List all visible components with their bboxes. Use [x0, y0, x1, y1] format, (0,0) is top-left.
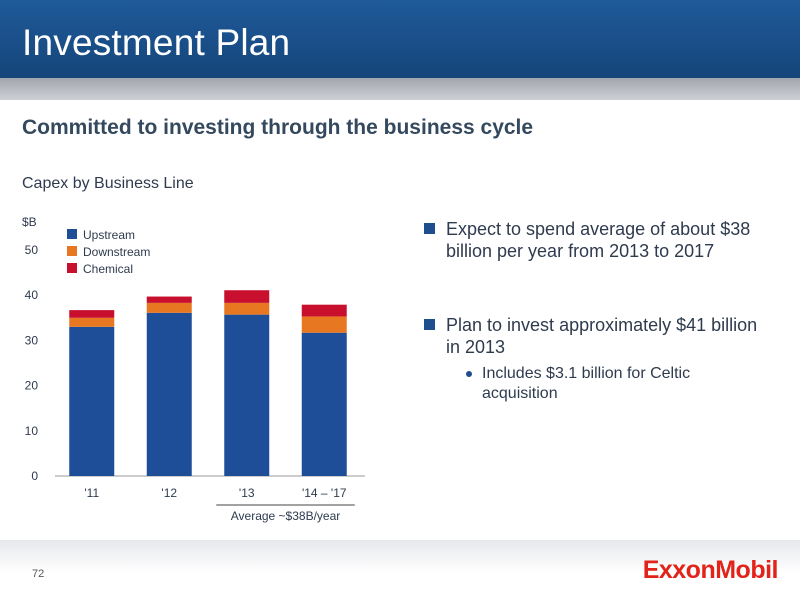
x-tick-label: '11 [84, 486, 99, 500]
legend-label: Upstream [83, 228, 135, 242]
bullet-dot-icon [466, 371, 472, 377]
x-tick-label: '12 [161, 486, 177, 500]
subbullet-text: Includes $3.1 billion for Celtic acquisi… [482, 365, 691, 402]
bullet-square-icon [424, 223, 435, 234]
legend-swatch [67, 263, 77, 273]
bar-segment [69, 317, 115, 327]
bar-segment [146, 296, 192, 303]
y-tick-label: 40 [25, 288, 39, 302]
bar-segment [301, 304, 347, 317]
y-tick-label: 50 [25, 243, 39, 257]
annotation-label: Average ~$38B/year [231, 509, 341, 523]
chart-title: Capex by Business Line [22, 175, 194, 192]
bar-segment [69, 326, 115, 476]
y-tick-label: 10 [25, 424, 39, 438]
x-tick-label: '14 – '17 [302, 486, 347, 500]
legend-swatch [67, 246, 77, 256]
bullet-text: Expect to spend average of about $38 bil… [446, 219, 751, 261]
y-tick-label: 30 [25, 333, 39, 347]
legend-label: Chemical [83, 262, 133, 276]
bar-segment [301, 316, 347, 333]
bar-segment [146, 302, 192, 313]
page-number: 72 [32, 568, 45, 580]
page-title: Investment Plan [22, 22, 291, 63]
bar-segment [301, 332, 347, 476]
y-tick-label: 0 [31, 469, 38, 483]
y-axis-unit-label: $B [22, 215, 37, 229]
bullet-text: Plan to invest approximately $41 billion… [446, 315, 758, 357]
bar-segment [224, 290, 270, 303]
x-tick-label: '13 [239, 486, 255, 500]
exxonmobil-logo: ExxonMobil [642, 556, 779, 584]
bullet-square-icon [424, 319, 435, 330]
header-bar: Investment Plan [0, 0, 800, 78]
bar-segment [224, 302, 270, 315]
footer [0, 540, 800, 600]
bar-segment [224, 314, 270, 476]
legend-label: Downstream [83, 245, 150, 259]
y-tick-label: 20 [25, 379, 39, 393]
legend-swatch [67, 229, 77, 239]
bar-segment [69, 310, 115, 318]
capex-chart: $B 0 10 20 30 40 50 '11 '12 '13 '14 – '17 Upstream D… [22, 215, 365, 523]
header-strip [0, 78, 800, 100]
bar-segment [146, 312, 192, 476]
slide-subtitle: Committed to investing through the busin… [22, 116, 534, 139]
